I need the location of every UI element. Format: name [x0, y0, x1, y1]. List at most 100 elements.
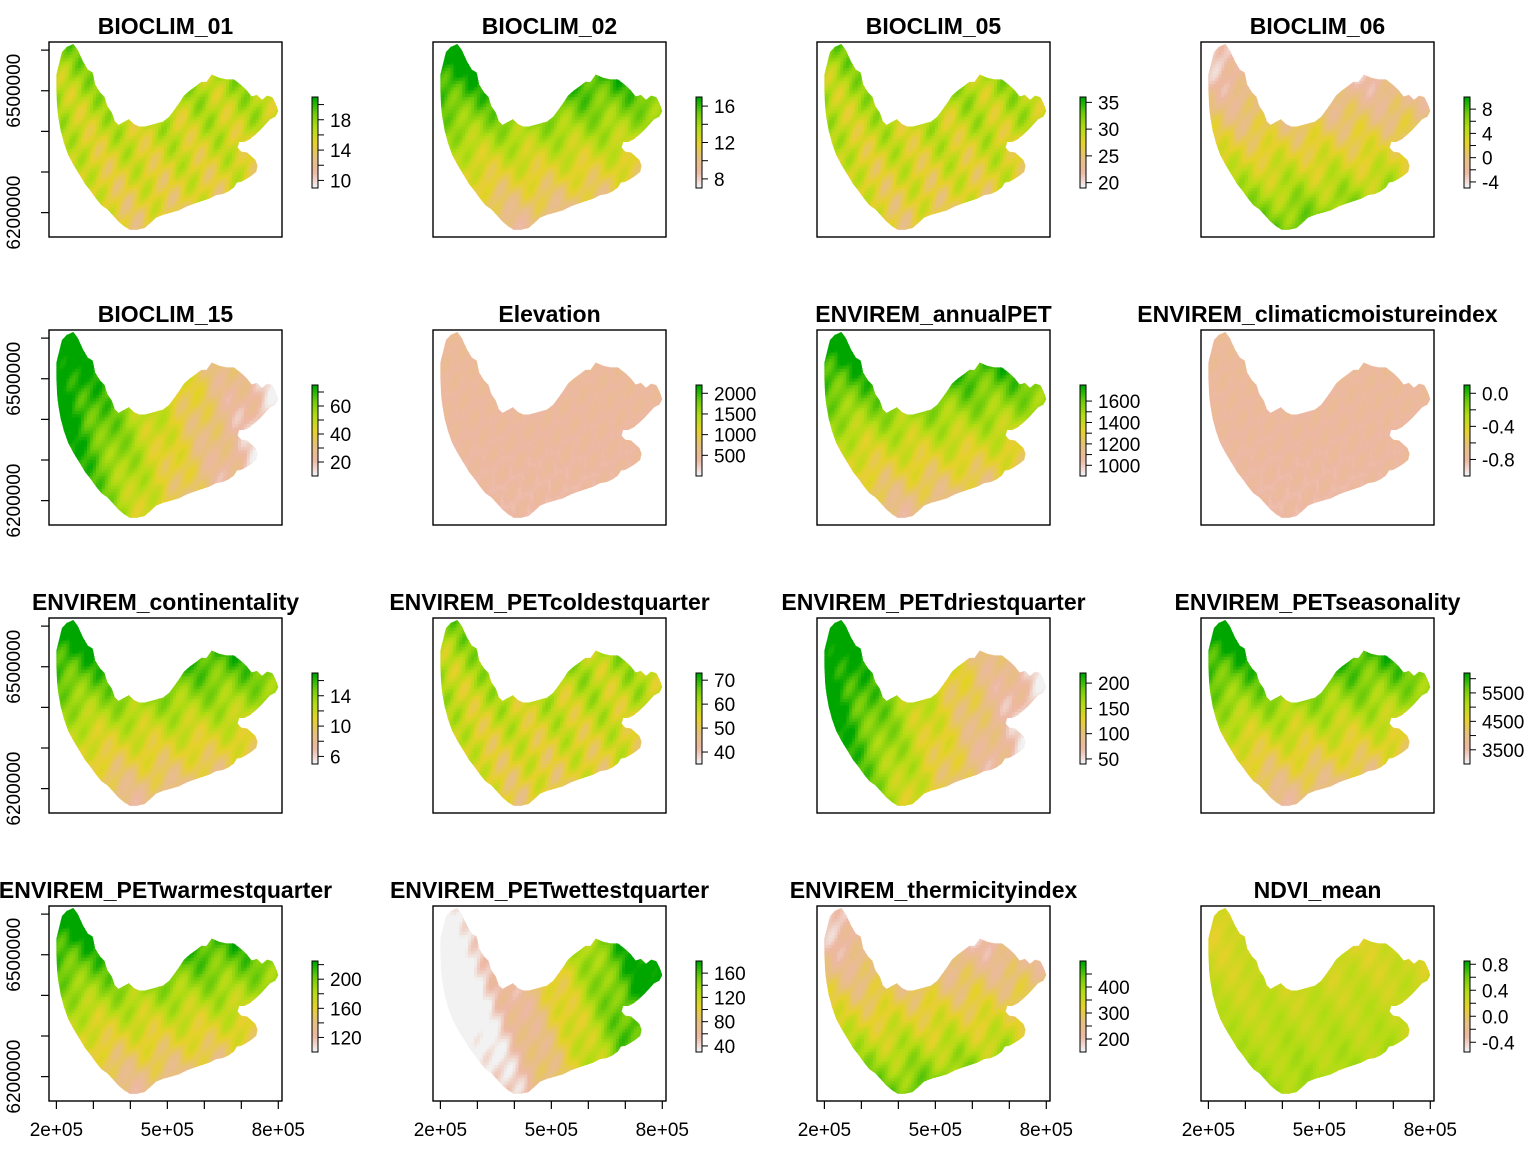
raster-cell [202, 77, 206, 81]
legend-swatch [312, 181, 318, 184]
raster-cell [131, 87, 135, 91]
raster-cell [268, 152, 272, 156]
raster-cell [105, 57, 109, 61]
raster-cell [188, 74, 192, 78]
raster-cell [60, 142, 64, 146]
raster-cell [173, 103, 177, 107]
raster-cell [167, 223, 171, 227]
raster-cell [262, 161, 266, 165]
raster-cell [649, 220, 653, 224]
raster-cell [63, 217, 67, 221]
raster-cell [235, 77, 239, 81]
raster-cell [117, 70, 121, 74]
raster-cell [253, 194, 257, 198]
raster-cell [161, 116, 165, 120]
raster-cell [99, 80, 103, 84]
raster-cell [572, 223, 576, 227]
raster-cell [55, 197, 59, 201]
raster-cell [271, 217, 275, 221]
raster-cell [474, 220, 478, 224]
raster-cell [66, 213, 70, 217]
raster-cell [105, 220, 109, 224]
raster-cell [120, 103, 124, 107]
raster-cell [241, 145, 245, 149]
raster-cell [179, 74, 183, 78]
raster-cell [126, 109, 130, 113]
raster-cell [259, 70, 263, 74]
raster-cell [489, 220, 493, 224]
raster-cell [247, 61, 251, 65]
raster-cell [111, 54, 115, 58]
raster-cell [134, 67, 138, 71]
raster-cell [93, 61, 97, 65]
raster-cell [276, 106, 280, 110]
raster-cell [185, 54, 189, 58]
raster-cell [102, 93, 106, 97]
raster-cell [250, 61, 254, 65]
raster-cell [205, 44, 209, 48]
raster-cell [149, 83, 153, 87]
raster-cell [276, 103, 280, 107]
raster-cell [501, 230, 505, 234]
raster-cell [268, 122, 272, 126]
raster-cell [241, 61, 245, 65]
raster-cell [197, 220, 201, 224]
raster-cell [625, 230, 629, 234]
raster-cell [232, 67, 236, 71]
raster-cell [134, 70, 138, 74]
raster-cell [271, 158, 275, 162]
raster-cell [140, 106, 144, 110]
raster-cell [259, 67, 263, 71]
raster-cell [182, 87, 186, 91]
raster-cell [250, 152, 254, 156]
raster-cell [102, 48, 106, 52]
raster-cell [149, 90, 153, 94]
raster-cell [268, 197, 272, 201]
raster-cell [75, 207, 79, 211]
raster-cell [202, 44, 206, 48]
raster-cell [575, 230, 579, 234]
raster-cell [241, 187, 245, 191]
raster-cell [131, 96, 135, 100]
raster-cell [244, 184, 248, 188]
raster-cell [111, 217, 115, 221]
raster-cell [232, 70, 236, 74]
legend-swatch [312, 127, 318, 130]
raster-cell [176, 220, 180, 224]
raster-cell [226, 194, 230, 198]
raster-cell [155, 61, 159, 65]
raster-cell [120, 90, 124, 94]
raster-cell [262, 74, 266, 78]
raster-cell [271, 135, 275, 139]
raster-cell [256, 210, 260, 214]
raster-cell [214, 210, 218, 214]
raster-cell [185, 230, 189, 234]
raster-cell [182, 51, 186, 55]
raster-cell [131, 93, 135, 97]
raster-cell [191, 220, 195, 224]
raster-cell [55, 204, 59, 208]
raster-cell [117, 116, 121, 120]
raster-cell [244, 87, 248, 91]
raster-cell [453, 223, 457, 227]
raster-cell [244, 194, 248, 198]
raster-cell [259, 171, 263, 175]
raster-cell [268, 90, 272, 94]
raster-cell [55, 194, 59, 198]
raster-cell [271, 119, 275, 123]
raster-cell [545, 217, 549, 221]
raster-cell [226, 210, 230, 214]
raster-cell [241, 204, 245, 208]
raster-cell [586, 217, 590, 221]
raster-cell [194, 51, 198, 55]
raster-cell [58, 191, 62, 195]
raster-cell [247, 51, 251, 55]
raster-cell [276, 83, 280, 87]
raster-cell [114, 220, 118, 224]
raster-cell [146, 64, 150, 68]
raster-cell [253, 51, 257, 55]
raster-cell [182, 74, 186, 78]
raster-cell [223, 226, 227, 230]
raster-cell [268, 54, 272, 58]
raster-cell [179, 44, 183, 48]
